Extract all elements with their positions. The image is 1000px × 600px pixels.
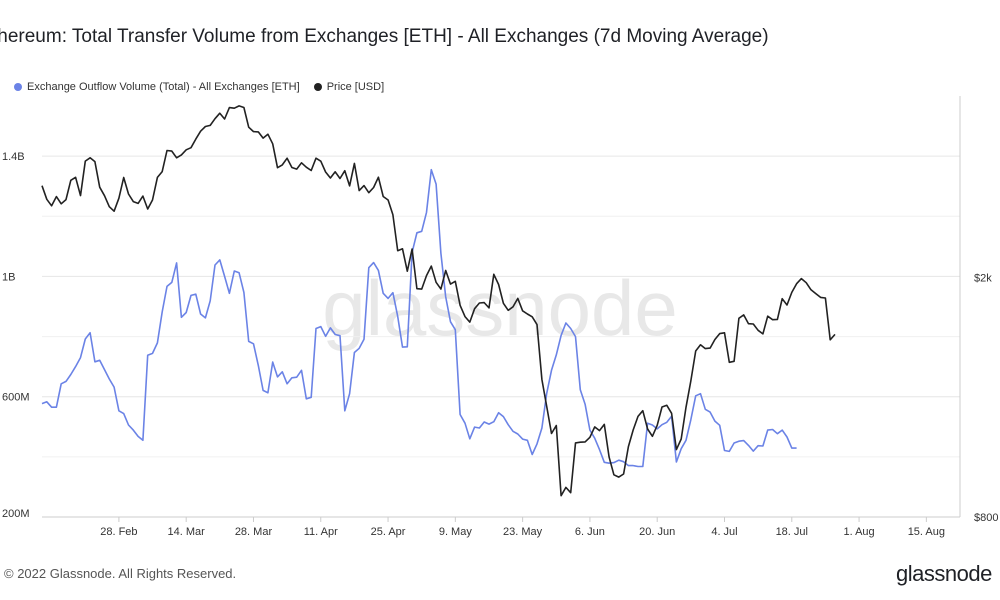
y-left-tick-label: 1B <box>2 271 15 283</box>
legend-item-price[interactable]: Price [USD] <box>313 81 385 93</box>
y-left-tick-label: 200M <box>2 508 30 520</box>
x-tick-label: 28. Feb <box>100 526 137 538</box>
brand-logo: glassnode <box>896 561 992 586</box>
legend-dot-outflow <box>14 83 22 91</box>
price-line <box>41 105 836 497</box>
legend-label-price: Price [USD] <box>326 81 385 93</box>
series-lines <box>41 105 836 497</box>
legend-dot-price <box>313 83 322 91</box>
x-tick-label: 23. May <box>503 526 543 538</box>
legend-item-outflow[interactable]: Exchange Outflow Volume (Total) - All Ex… <box>14 81 300 93</box>
x-tick-label: 25. Apr <box>371 526 406 538</box>
grid-lines <box>42 155 960 518</box>
x-tick-label: 9. May <box>439 526 473 538</box>
x-tick-label: 11. Apr <box>304 526 338 538</box>
x-tick-label: 6. Jun <box>575 526 605 538</box>
x-tick-label: 14. Mar <box>168 526 206 538</box>
watermark-text: glassnode <box>322 264 678 352</box>
x-tick-label: 28. Mar <box>235 526 273 538</box>
copyright-footer: © 2022 Glassnode. All Rights Reserved. <box>4 566 237 581</box>
outflow-volume-line <box>41 168 797 468</box>
chart-legend: Exchange Outflow Volume (Total) - All Ex… <box>14 81 384 93</box>
x-tick-label: 4. Jul <box>711 526 737 538</box>
x-tick-label: 18. Jul <box>776 526 808 538</box>
y-right-tick-label: $800 <box>974 512 998 524</box>
y-left-tick-label: 600M <box>2 392 30 404</box>
x-tick-label: 1. Aug <box>843 526 874 538</box>
y-right-tick-label: $2k <box>974 272 992 284</box>
chart-title: thereum: Total Transfer Volume from Exch… <box>0 26 769 47</box>
y-left-tick-label: 1.4B <box>2 151 25 163</box>
x-tick-label: 20. Jun <box>639 526 675 538</box>
legend-label-outflow: Exchange Outflow Volume (Total) - All Ex… <box>27 81 300 93</box>
x-tick-label: 15. Aug <box>908 526 945 538</box>
axes: 200M 600M 1B 1.4B $800 $2k 28. Feb 14. Mar 28. M… <box>2 96 998 538</box>
